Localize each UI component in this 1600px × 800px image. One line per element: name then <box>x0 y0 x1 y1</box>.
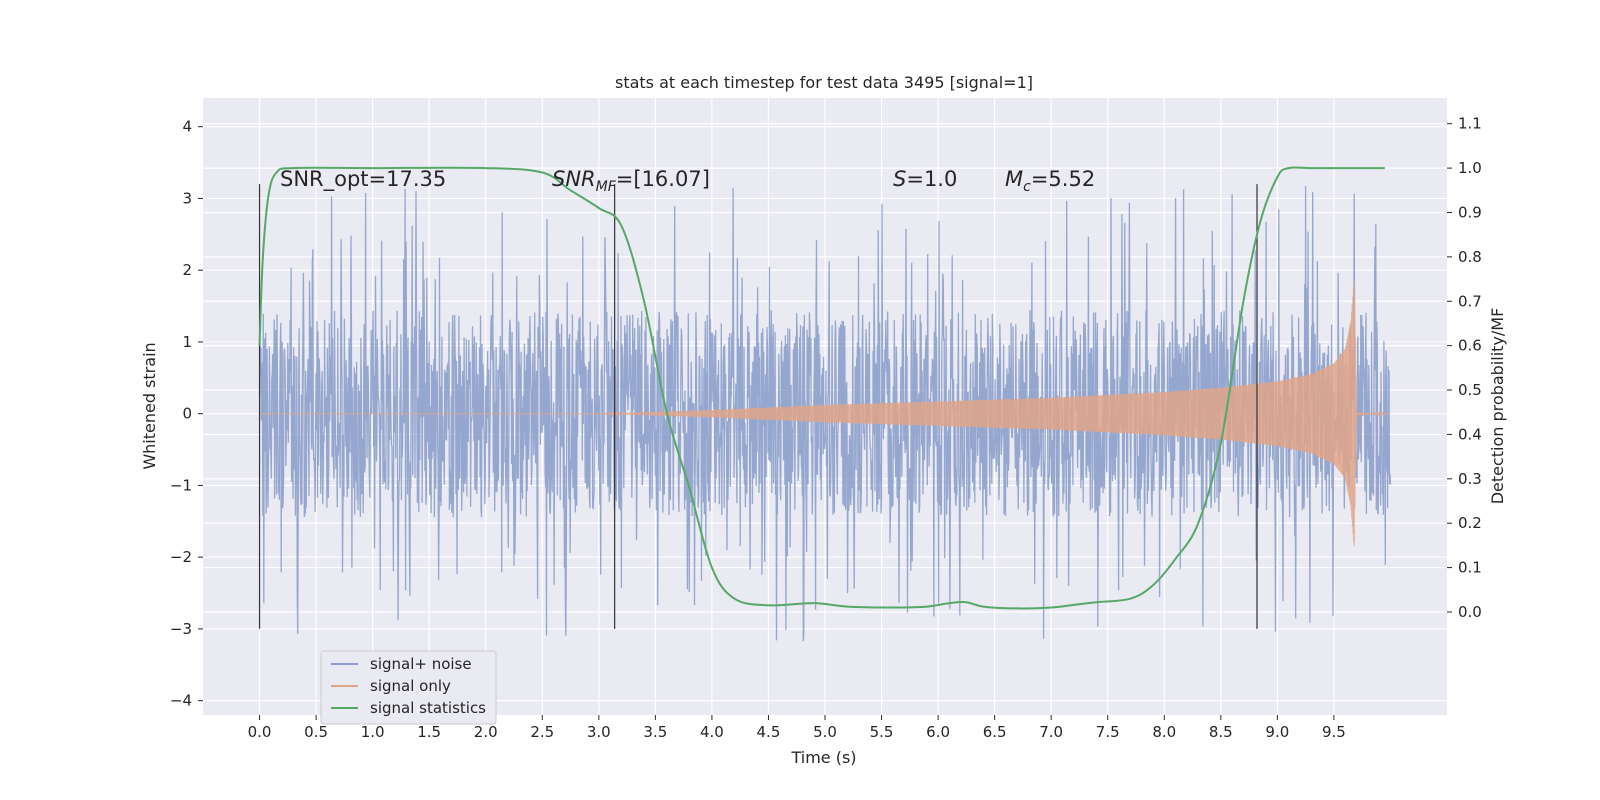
y-axis-label-left: Whitened strain <box>140 342 159 469</box>
s-value: =1.0 <box>906 167 957 191</box>
x-tick-label: 9.0 <box>1265 723 1289 741</box>
y-right-tick-label: 0.2 <box>1458 514 1482 532</box>
annotation-snr-mf: SNRMF=[16.07] <box>552 167 710 195</box>
x-tick-label: 4.5 <box>757 723 781 741</box>
x-tick-label: 5.5 <box>870 723 894 741</box>
y-right-tick-label: 0.4 <box>1458 425 1482 443</box>
legend-label-signal-statistics: signal statistics <box>370 699 486 717</box>
x-tick-label: 3.5 <box>643 723 667 741</box>
x-tick-label: 0.5 <box>304 723 328 741</box>
y-right-tick-label: 1.0 <box>1458 159 1482 177</box>
y-right-tick-label: 0.0 <box>1458 603 1482 621</box>
x-tick-label: 2.0 <box>474 723 498 741</box>
tick-marks <box>198 123 1452 720</box>
signal-only-series <box>259 280 1391 547</box>
x-tick-label: 5.0 <box>813 723 837 741</box>
annotation-snr-opt: SNR_opt=17.35 <box>280 167 446 192</box>
vertical-markers <box>258 184 1258 629</box>
x-tick-label: 1.0 <box>361 723 385 741</box>
y-left-tick-label: −1 <box>170 476 192 494</box>
x-tick-label: 1.5 <box>417 723 441 741</box>
y-left-tick-label: −2 <box>170 548 192 566</box>
snr-mf-value: =[16.07] <box>616 167 710 191</box>
mc-value: =5.52 <box>1031 167 1095 191</box>
y-left-tick-label: −4 <box>170 692 192 710</box>
snr-mf-symbol: SNR <box>552 167 596 191</box>
annotation-s: S=1.0 <box>893 167 957 191</box>
x-tick-label: 3.0 <box>587 723 611 741</box>
signal-statistics-line <box>258 166 1385 610</box>
x-tick-label: 6.0 <box>926 723 950 741</box>
y-left-tick-label: 1 <box>182 333 192 351</box>
y-left-tick-label: 4 <box>182 118 192 136</box>
x-axis-label: Time (s) <box>790 748 856 767</box>
y-axis-label-right: Detection probability/MF <box>1488 308 1507 505</box>
legend-box <box>320 650 497 725</box>
y-right-tick-label: 0.8 <box>1458 248 1482 266</box>
x-tick-label: 0.0 <box>248 723 272 741</box>
signal-statistics-series <box>258 166 1385 610</box>
x-tick-label: 8.0 <box>1152 723 1176 741</box>
y-right-tick-label: 0.3 <box>1458 470 1482 488</box>
x-tick-label: 9.5 <box>1322 723 1346 741</box>
s-symbol: S <box>893 167 906 191</box>
y-left-tick-label: 2 <box>182 261 192 279</box>
tick-labels: 0.0 0.5 1.0 1.5 2.0 2.5 3.0 3.5 4.0 4.5 5.0 5.5 6.0 6… <box>170 115 1482 741</box>
x-tick-label: 7.5 <box>1096 723 1120 741</box>
y-right-tick-label: 0.7 <box>1458 292 1482 310</box>
snr-mf-subscript: MF <box>596 179 617 195</box>
x-tick-label: 2.5 <box>530 723 554 741</box>
y-left-tick-label: 0 <box>182 405 192 423</box>
x-tick-label: 6.5 <box>983 723 1007 741</box>
chart-title: stats at each timestep for test data 349… <box>615 73 1033 92</box>
y-right-tick-label: 1.1 <box>1458 115 1482 133</box>
legend: signal+ noise signal only signal statist… <box>320 650 497 725</box>
x-tick-label: 7.0 <box>1039 723 1063 741</box>
y-left-tick-label: 3 <box>182 189 192 207</box>
y-right-tick-label: 0.5 <box>1458 381 1482 399</box>
legend-label-signal-only: signal only <box>370 677 451 695</box>
y-right-tick-label: 0.9 <box>1458 203 1482 221</box>
annotation-mc: Mc=5.52 <box>1005 167 1095 195</box>
mc-symbol: M <box>1005 167 1023 191</box>
x-tick-label: 8.5 <box>1209 723 1233 741</box>
y-right-tick-label: 0.1 <box>1458 559 1482 577</box>
y-right-tick-label: 0.6 <box>1458 337 1482 355</box>
y-left-tick-label: −3 <box>170 620 192 638</box>
mc-subscript: c <box>1023 179 1031 195</box>
legend-label-signal-noise: signal+ noise <box>370 655 472 673</box>
x-tick-label: 4.0 <box>700 723 724 741</box>
signal-only-line <box>259 280 1391 547</box>
